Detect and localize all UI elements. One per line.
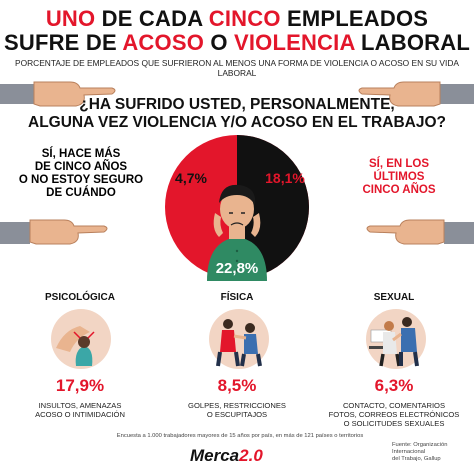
pointing-hand-icon bbox=[0, 81, 116, 107]
right-category-line: CINCO AÑOS bbox=[362, 184, 436, 196]
category-name: FÍSICA bbox=[220, 292, 254, 303]
pie-slice-dark bbox=[237, 135, 309, 279]
physical-abuse-icon bbox=[209, 309, 269, 369]
title-word-laboral: LABORAL bbox=[361, 30, 470, 55]
category-description: INSULTOS, AMENAZAS ACOSO O INTIMIDACIÓN bbox=[5, 401, 155, 419]
category-description-line: INSULTOS, AMENAZAS bbox=[38, 401, 122, 410]
category-description: CONTACTO, COMENTARIOS FOTOS, CORREOS ELE… bbox=[319, 401, 469, 428]
title-word-acoso: ACOSO bbox=[122, 30, 205, 55]
pointing-hand-icon bbox=[358, 81, 474, 107]
right-category-line: ÚLTIMOS bbox=[373, 171, 425, 183]
category-description: GOLPES, RESTRICCIONES O ESCUPITAJOS bbox=[162, 401, 312, 419]
violence-pie-chart: 18,1% 4,7% 22,8% bbox=[165, 135, 309, 281]
category-name: PSICOLÓGICA bbox=[44, 292, 115, 303]
left-category-line: DE CUÁNDO bbox=[46, 187, 116, 199]
category-name: SEXUAL bbox=[373, 292, 415, 303]
left-category-line: DE CINCO AÑOS bbox=[34, 161, 128, 173]
title-word-o: O bbox=[210, 30, 228, 55]
category-description-line: ACOSO O INTIMIDACIÓN bbox=[35, 410, 125, 419]
left-category-line: O NO ESTOY SEGURO bbox=[18, 174, 144, 186]
title-word-violencia: VIOLENCIA bbox=[233, 30, 355, 55]
right-category-label: SÍ, EN LOS ÚLTIMOS CINCO AÑOS bbox=[334, 158, 464, 197]
subtitle: PORCENTAJE DE EMPLEADOS QUE SUFRIERON AL… bbox=[15, 58, 459, 78]
left-category-label: SÍ, HACE MÁS DE CINCO AÑOS O NO ESTOY SE… bbox=[6, 148, 156, 200]
question-line-2: ALGUNA VEZ VIOLENCIA Y/O ACOSO EN EL TRA… bbox=[28, 114, 446, 131]
sexual-harassment-icon bbox=[366, 309, 426, 369]
title-word-cinco: CINCO bbox=[208, 6, 281, 31]
category-description-line: O ESCUPITAJOS bbox=[206, 410, 268, 419]
left-category-line: SÍ, HACE MÁS bbox=[41, 148, 121, 160]
title-word-de-cada: DE CADA bbox=[101, 6, 203, 31]
psychological-abuse-icon bbox=[51, 309, 111, 369]
source-line: del Trabajo, Gallup bbox=[392, 456, 441, 462]
title-line-1: UNO DE CADA CINCO EMPLEADOS bbox=[0, 6, 474, 32]
title-line-2: SUFRE DE ACOSO O VIOLENCIA LABORAL bbox=[0, 30, 474, 56]
pointing-hand-icon bbox=[366, 219, 474, 245]
question-line-1: ¿HA SUFRIDO USTED, PERSONALMENTE, bbox=[79, 96, 395, 113]
category-description-line: O SOLICITUDES SEXUALES bbox=[343, 419, 445, 428]
stressed-person-icon bbox=[207, 184, 267, 281]
pie-label-left: 4,7% bbox=[175, 170, 207, 186]
brand-name: Merca bbox=[190, 446, 240, 465]
category-description-line: GOLPES, RESTRICCIONES bbox=[188, 401, 286, 410]
category-value: 17,9% bbox=[55, 376, 105, 395]
source-line: Fuente: Organización Internacional bbox=[392, 442, 448, 455]
category-value: 6,3% bbox=[374, 376, 414, 395]
pie-total-label: 22,8% bbox=[216, 260, 259, 277]
source-note: Fuente: Organización Internacional del T… bbox=[392, 442, 472, 463]
title-word-sufre-de: SUFRE DE bbox=[3, 30, 117, 55]
category-description-line: FOTOS, CORREOS ELECTRÓNICOS bbox=[328, 410, 460, 419]
title-word-empleados: EMPLEADOS bbox=[286, 6, 429, 31]
brand-logo: Merca2.0 bbox=[190, 446, 285, 468]
pointing-hand-icon bbox=[0, 219, 108, 245]
brand-version: 2.0 bbox=[239, 446, 263, 465]
category-description-line: CONTACTO, COMENTARIOS bbox=[342, 401, 446, 410]
title-word-uno: UNO bbox=[45, 6, 96, 31]
right-category-line: SÍ, EN LOS bbox=[368, 158, 430, 170]
footnote: Encuesta a 1.000 trabajadores mayores de… bbox=[116, 433, 364, 439]
pie-label-right: 18,1% bbox=[265, 170, 305, 186]
category-value: 8,5% bbox=[217, 376, 257, 395]
